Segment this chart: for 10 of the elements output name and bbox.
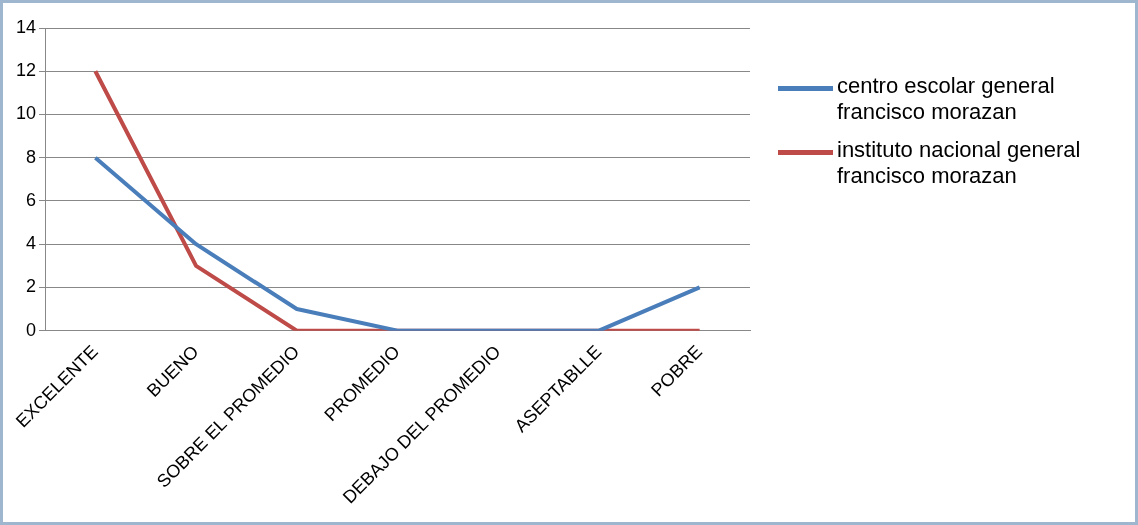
y-tick-label: 2 — [26, 276, 37, 297]
y-tick-label: 8 — [26, 146, 37, 167]
y-tick-label: 0 — [26, 319, 37, 340]
legend-label: instituto nacional general francisco morazan — [837, 137, 1082, 189]
legend-label: centro escolar general francisco morazan — [837, 73, 1056, 125]
y-tick-label: 12 — [15, 60, 37, 81]
y-tick-label: 4 — [26, 233, 37, 254]
y-tick-label: 6 — [26, 189, 37, 210]
y-tick-label: 10 — [15, 103, 37, 124]
y-tick-label: 14 — [15, 16, 37, 37]
